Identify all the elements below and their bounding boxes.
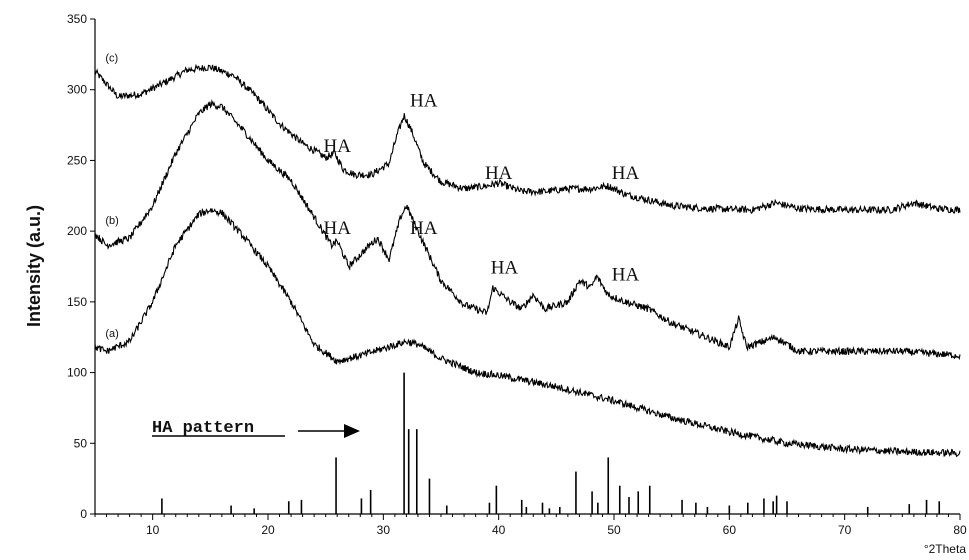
series-labels: (c) (b) (a) <box>105 52 118 340</box>
plot-frame <box>94 19 960 515</box>
x-tick-label: 30 <box>377 523 391 537</box>
y-tick-label: 100 <box>67 366 87 380</box>
x-tick-label: 20 <box>261 523 275 537</box>
y-tick-label: 200 <box>67 224 87 238</box>
y-tick-label: 150 <box>67 295 87 309</box>
y-tick-label: 250 <box>67 153 87 167</box>
peak-annotation: HA <box>410 218 438 239</box>
series-line-2 <box>94 207 961 458</box>
series-lines <box>94 63 961 458</box>
peak-annotation: HA <box>485 163 513 184</box>
y-axis-ticks: 0 50 100 150 200 250 300 350 <box>67 12 95 521</box>
peak-annotation: HA <box>323 136 351 157</box>
x-tick-label: 60 <box>723 523 737 537</box>
series-label: (a) <box>105 328 118 340</box>
peak-annotation: HA <box>410 91 438 112</box>
y-tick-label: 300 <box>67 83 87 97</box>
peak-annotation: HA <box>323 218 351 239</box>
peak-annotation: HA <box>612 163 640 184</box>
peak-annotations: HA HA HA HA HA HA HA HA <box>323 91 639 286</box>
y-tick-label: 350 <box>67 12 87 26</box>
series-line-1 <box>94 99 961 361</box>
x-tick-label: 80 <box>953 523 967 537</box>
pattern-label: HA pattern <box>152 419 254 438</box>
reference-pattern-bars <box>161 372 941 514</box>
y-tick-label: 0 <box>80 507 87 521</box>
x-axis-label: °2Theta <box>924 542 966 556</box>
x-tick-label: 70 <box>838 523 852 537</box>
peak-annotation: HA <box>491 258 519 279</box>
series-label: (b) <box>105 215 118 227</box>
series-label: (c) <box>105 52 118 64</box>
x-tick-label: 50 <box>607 523 621 537</box>
x-axis-ticks: 10 20 30 40 50 60 70 80 <box>94 514 967 537</box>
peak-annotation: HA <box>612 265 640 286</box>
pattern-arrow-head <box>344 424 360 438</box>
x-tick-label: 40 <box>492 523 506 537</box>
x-tick-label: 10 <box>146 523 160 537</box>
y-tick-label: 50 <box>74 436 88 450</box>
series-line-0 <box>94 63 961 215</box>
y-axis-label: Intensity (a.u.) <box>24 205 44 327</box>
